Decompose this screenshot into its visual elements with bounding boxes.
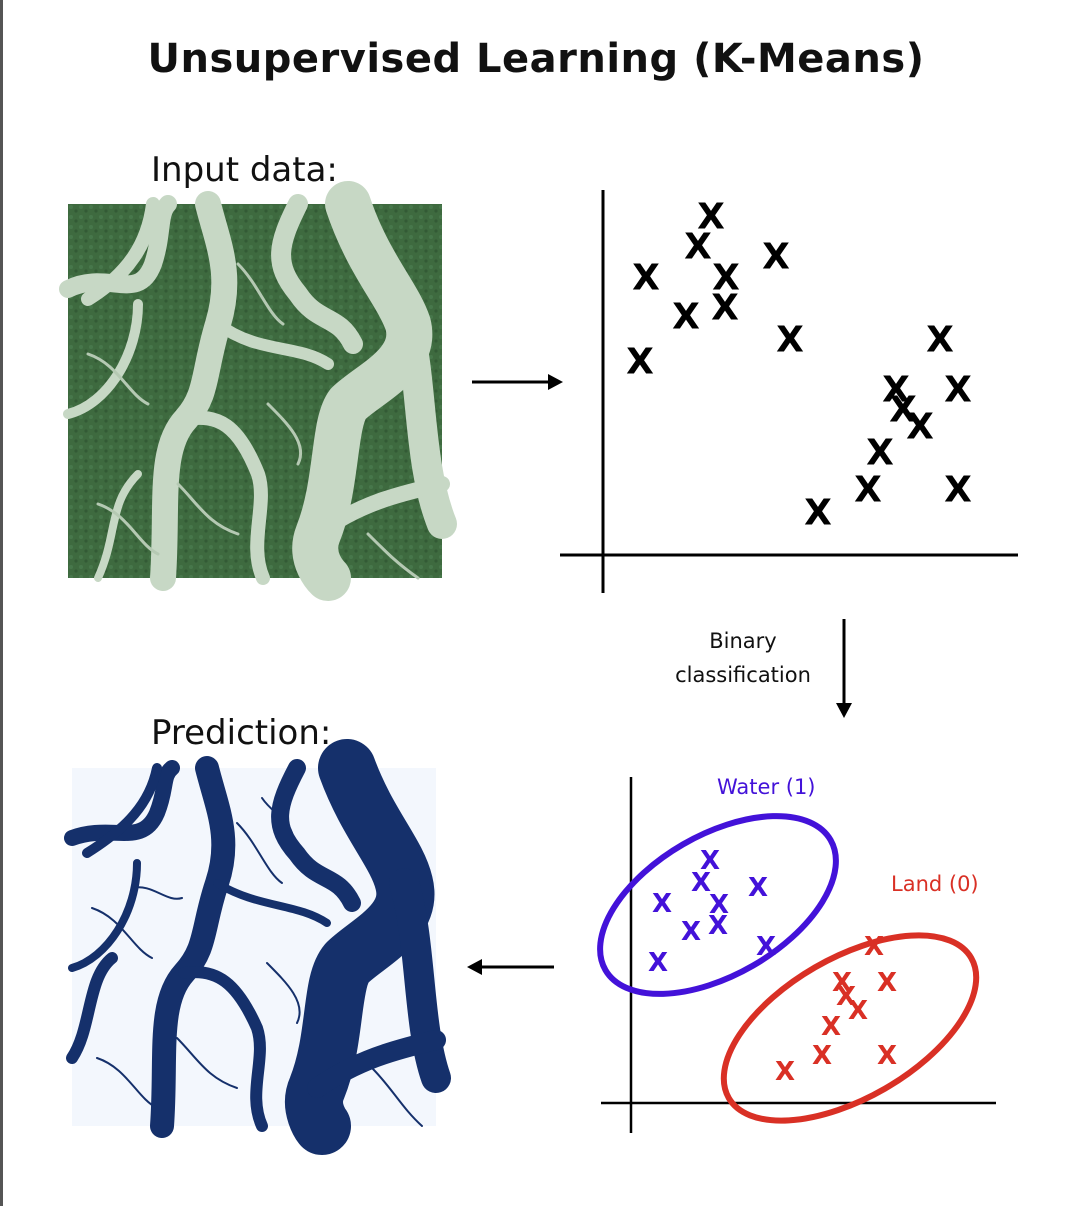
water-marker-7: X <box>681 917 701 947</box>
land-marker-8: X <box>877 1041 897 1071</box>
land-marker-6: X <box>821 1012 841 1042</box>
water-marker-1: X <box>700 846 720 876</box>
diagram-canvas: Unsupervised Learning (K-Means) Input da… <box>3 0 1066 1206</box>
input-marker-9: X <box>626 342 654 383</box>
arrow-right-icon <box>472 374 563 390</box>
input-marker-8: X <box>776 320 804 361</box>
land-marker-7: X <box>812 1041 832 1071</box>
input-marker-15: X <box>866 433 894 474</box>
water-cluster-label: Water (1) <box>717 775 816 799</box>
prediction-map <box>64 739 451 1155</box>
input-marker-1: X <box>697 197 725 238</box>
input-marker-4: X <box>712 258 740 299</box>
water-marker-9: X <box>648 948 668 978</box>
input-marker-5: X <box>762 237 790 278</box>
water-marker-4: X <box>652 889 672 919</box>
water-cluster-ellipse <box>597 813 839 997</box>
input-data-label: Input data: <box>151 150 338 190</box>
land-marker-2: X <box>832 968 852 998</box>
input-marker-18: X <box>804 493 832 534</box>
input-marker-6: X <box>672 297 700 338</box>
input-marker-13: X <box>889 390 917 431</box>
input-marker-3: X <box>632 258 660 299</box>
input-marker-17: X <box>944 470 972 511</box>
input-marker-16: X <box>854 470 882 511</box>
water-marker-5: X <box>709 890 729 920</box>
input-marker-14: X <box>906 407 934 448</box>
water-marker-2: X <box>691 868 711 898</box>
prediction-label: Prediction: <box>151 713 332 753</box>
binary-classification-label: Binary classification <box>658 624 828 692</box>
land-marker-4: X <box>836 982 856 1012</box>
arrow-left-icon <box>467 959 554 975</box>
land-marker-9: X <box>775 1057 795 1087</box>
land-cluster-label: Land (0) <box>891 872 979 896</box>
water-marker-8: X <box>756 932 776 962</box>
land-marker-1: X <box>864 932 884 962</box>
land-marker-3: X <box>877 968 897 998</box>
water-marker-6: X <box>708 911 728 941</box>
input-marker-11: X <box>882 370 910 411</box>
input-marker-2: X <box>684 227 712 268</box>
land-marker-5: X <box>848 996 868 1026</box>
arrow-down-icon <box>836 619 852 718</box>
input-marker-10: X <box>926 320 954 361</box>
land-cluster-ellipse <box>720 932 980 1124</box>
binary-label-line2: classification <box>675 663 811 687</box>
water-marker-3: X <box>748 873 768 903</box>
input-marker-12: X <box>944 370 972 411</box>
binary-label-line1: Binary <box>709 629 777 653</box>
input-marker-7: X <box>711 288 739 329</box>
satellite-image <box>59 181 457 601</box>
page-title: Unsupervised Learning (K-Means) <box>147 36 925 82</box>
